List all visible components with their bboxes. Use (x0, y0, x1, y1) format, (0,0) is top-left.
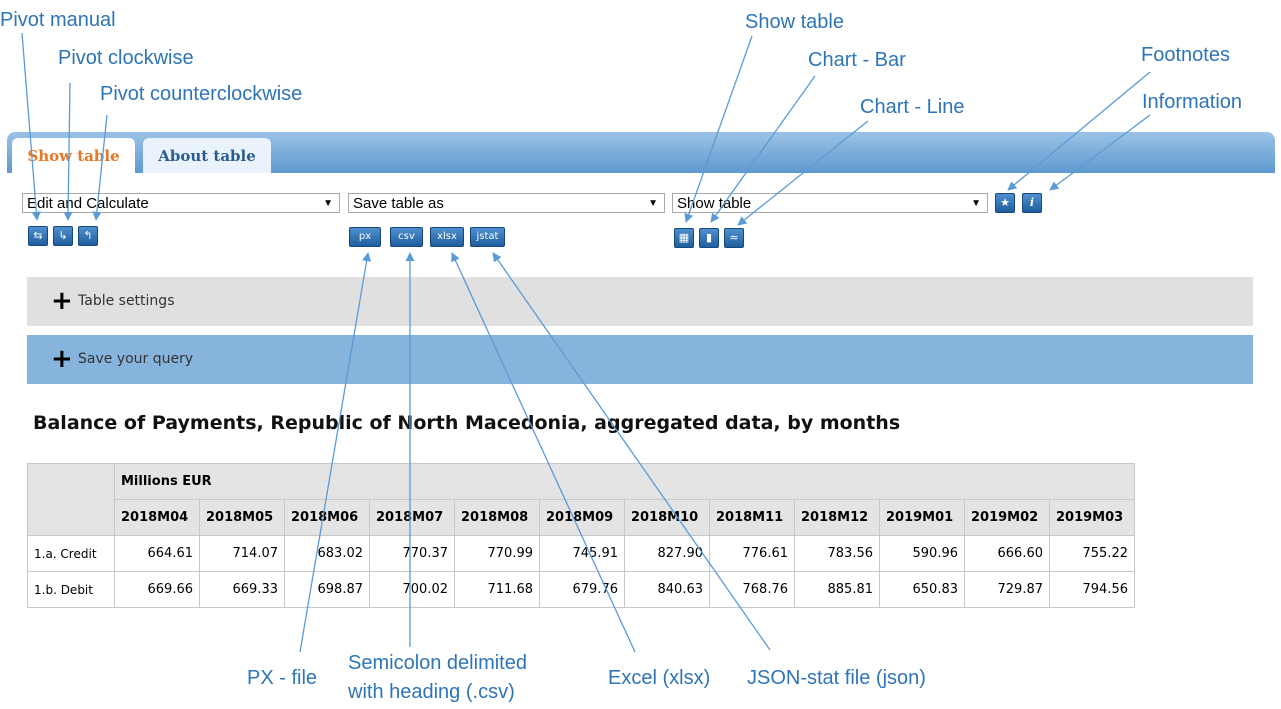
cell: 590.96 (879, 535, 965, 572)
panel[interactable]: + Table settings (27, 277, 1253, 326)
chart-bar-button[interactable]: ▮ (699, 228, 719, 248)
column-header: 2019M02 (964, 499, 1050, 536)
save-button[interactable]: csv (390, 227, 423, 247)
pivot-counterclockwise-button[interactable]: ↰ (78, 226, 98, 246)
cell: 827.90 (624, 535, 710, 572)
row-label: 1.b. Debit (27, 571, 115, 608)
column-header: 2018M09 (539, 499, 625, 536)
column-header: 2018M08 (454, 499, 540, 536)
header-row: 2018M04 2018M05 2018M06 2018M07 2018M08 2018M… (28, 499, 1135, 536)
annotation: JSON-stat file (json) (747, 667, 926, 689)
cell: 770.37 (369, 535, 455, 572)
annotation: Chart - Bar (808, 49, 906, 71)
column-header: 2018M11 (709, 499, 795, 536)
info-button[interactable]: i (1022, 193, 1042, 213)
column-header: 2019M01 (879, 499, 965, 536)
column-header: 2018M05 (199, 499, 285, 536)
cell: 666.60 (964, 535, 1050, 572)
arrow (21, 32, 41, 221)
data-table: Millions EUR 2018M04 2018M05 2018M06 2018M07… (27, 463, 1135, 608)
cell: 714.07 (199, 535, 285, 572)
footnotes-button[interactable]: ★ (995, 193, 1015, 213)
unit-cell: Millions EUR (114, 463, 1135, 500)
save-button[interactable]: xlsx (430, 227, 464, 247)
corner-cell (27, 463, 115, 536)
cell: 669.66 (114, 571, 200, 608)
annotation: Chart - Line (860, 96, 965, 118)
cell: 698.87 (284, 571, 370, 608)
cell: 669.33 (199, 571, 285, 608)
cell: 679.76 (539, 571, 625, 608)
cell: 776.61 (709, 535, 795, 572)
tab[interactable]: About table (143, 138, 271, 173)
select[interactable]: Edit and Calculate (22, 193, 340, 214)
annotation: with heading (.csv) (348, 681, 515, 703)
column-header: 2018M06 (284, 499, 370, 536)
column-header: 2018M07 (369, 499, 455, 536)
annotation: Excel (xlsx) (608, 667, 711, 689)
column-header: 2019M03 (1049, 499, 1135, 536)
panel[interactable]: + Save your query (27, 335, 1253, 384)
save-button[interactable]: jstat (470, 227, 505, 247)
annotation: Show table (745, 11, 844, 33)
cell: 683.02 (284, 535, 370, 572)
cell: 711.68 (454, 571, 540, 608)
table-row: 1.b. Debit 669.66 669.33 698.87 700.02 711.68… (27, 571, 1135, 608)
cell: 783.56 (794, 535, 880, 572)
panel-label: Save your query (78, 351, 194, 367)
column-header: 2018M10 (624, 499, 710, 536)
cell: 700.02 (369, 571, 455, 608)
cell: 885.81 (794, 571, 880, 608)
annotation: Semicolon delimited (348, 652, 527, 674)
annotation: Footnotes (1141, 44, 1230, 66)
plus-icon: + (51, 344, 73, 374)
column-header: 2018M12 (794, 499, 880, 536)
cell: 840.63 (624, 571, 710, 608)
table-title: Balance of Payments, Republic of North M… (33, 412, 901, 434)
row-label: 1.a. Credit (27, 535, 115, 572)
cell: 745.91 (539, 535, 625, 572)
pivot-manual-button[interactable]: ⇆ (28, 226, 48, 246)
annotation: PX - file (247, 667, 318, 689)
cell: 770.99 (454, 535, 540, 572)
cell: 794.56 (1049, 571, 1135, 608)
cell: 729.87 (964, 571, 1050, 608)
save-button[interactable]: px (349, 227, 381, 247)
pivot-clockwise-button[interactable]: ↳ (53, 226, 73, 246)
cell: 768.76 (709, 571, 795, 608)
panel-label: Table settings (78, 293, 175, 309)
annotation: Pivot manual (0, 9, 116, 31)
annotation: Information (1142, 91, 1243, 113)
plus-icon: + (51, 286, 73, 316)
select[interactable]: Save table as (348, 193, 665, 214)
select[interactable]: Show table (672, 193, 988, 214)
cell: 650.83 (879, 571, 965, 608)
cell: 755.22 (1049, 535, 1135, 572)
chart-line-button[interactable]: ≈ (724, 228, 744, 248)
column-header: 2018M04 (114, 499, 200, 536)
cell: 664.61 (114, 535, 200, 572)
table-row: 1.a. Credit 664.61 714.07 683.02 770.37 770.9… (27, 535, 1135, 572)
annotation: Pivot counterclockwise (100, 83, 303, 105)
tab[interactable]: Show table (12, 138, 135, 173)
header-row: Millions EUR (27, 463, 1135, 536)
annotation: Pivot clockwise (58, 47, 194, 69)
show-table-button[interactable]: ▦ (674, 228, 694, 248)
